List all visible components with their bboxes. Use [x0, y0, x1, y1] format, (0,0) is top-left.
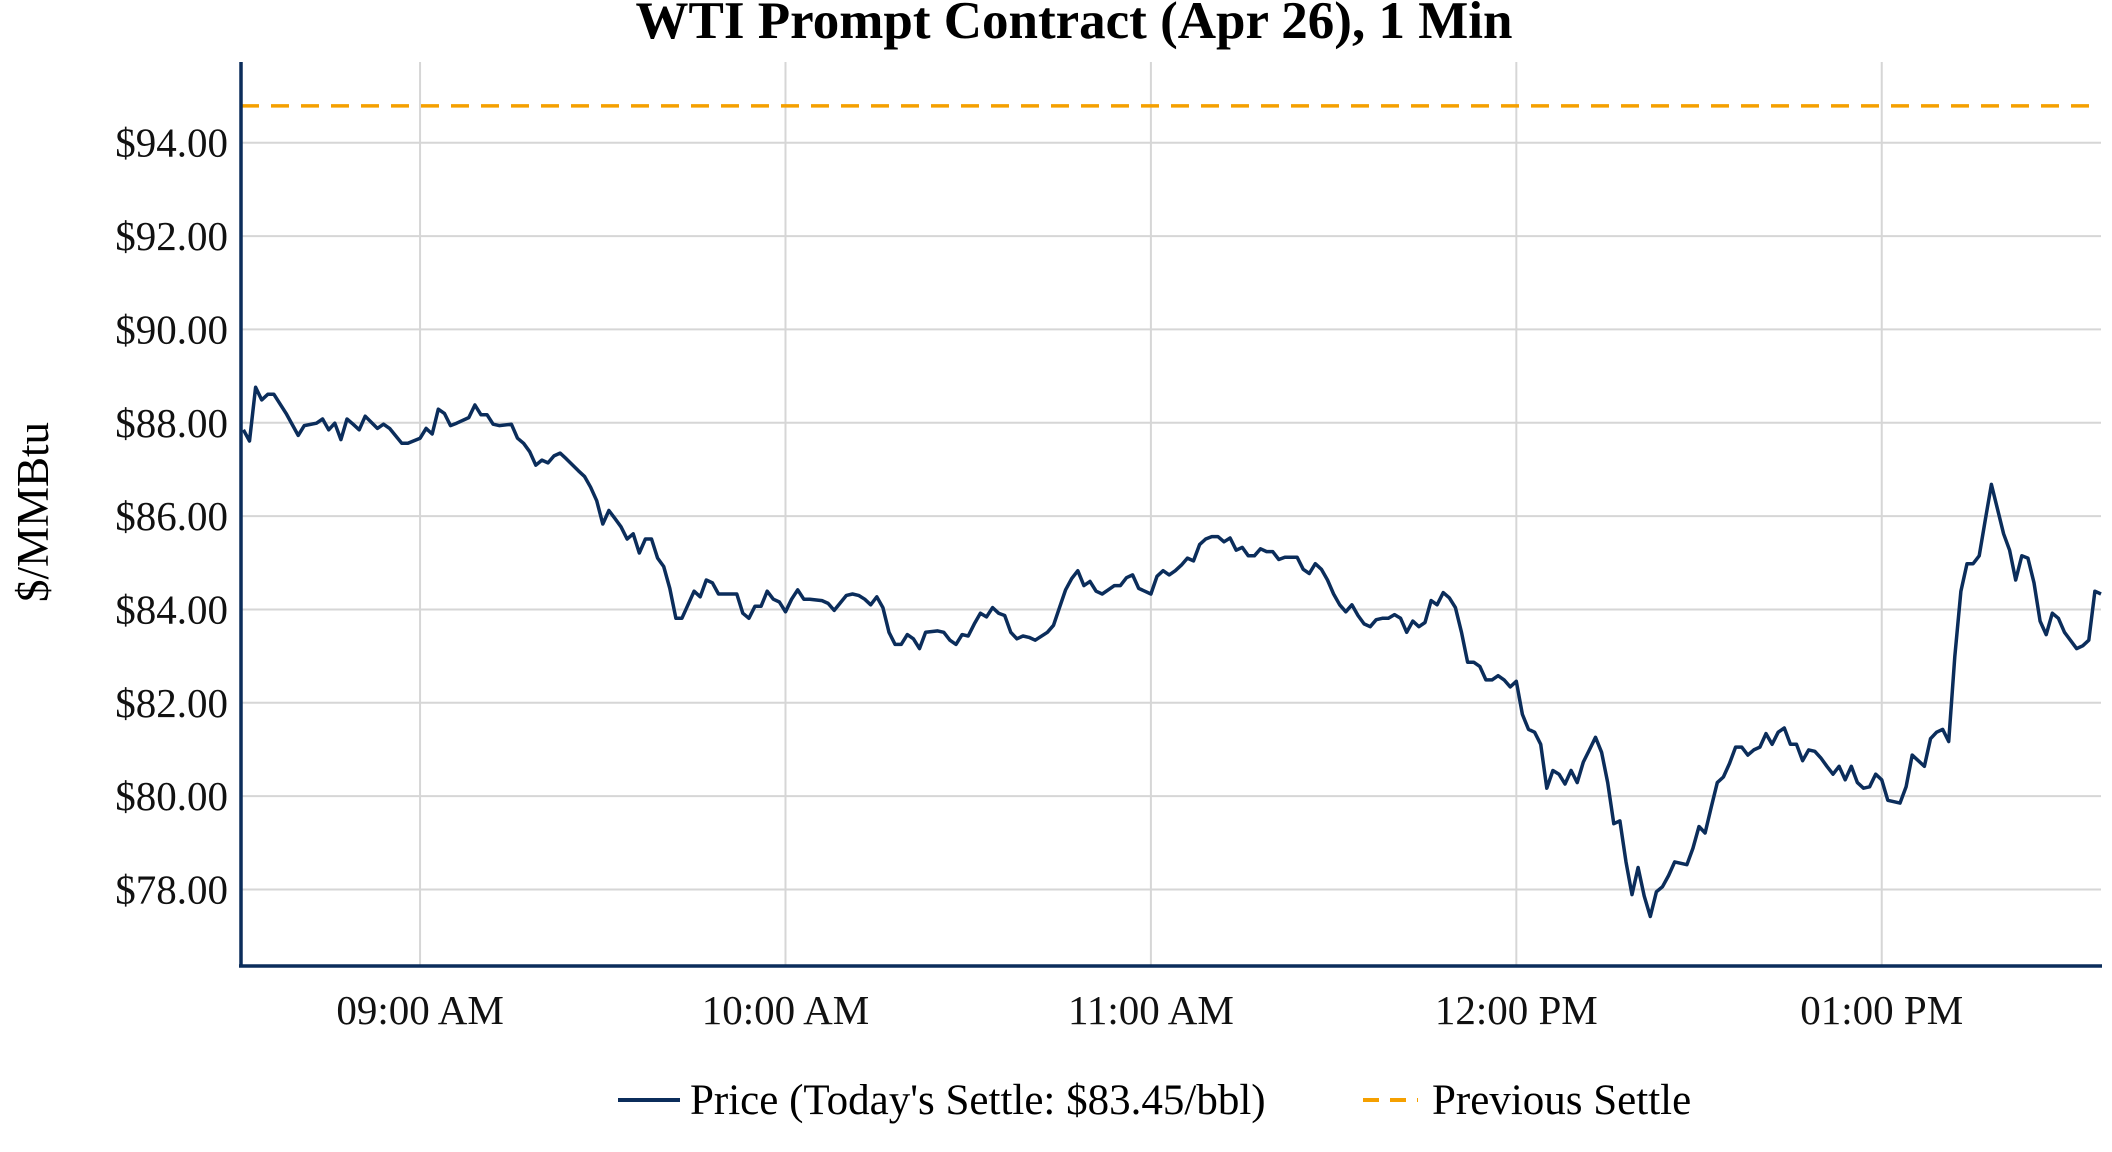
chart-title: WTI Prompt Contract (Apr 26), 1 Min [636, 0, 1513, 50]
y-tick-label: $80.00 [115, 773, 228, 819]
y-tick-label: $82.00 [115, 680, 228, 726]
legend-previous-settle-label: Previous Settle [1432, 1077, 1691, 1124]
y-tick-labels: $78.00 $80.00 $82.00 $84.00 $86.00 $88.00 $90.… [115, 120, 228, 913]
legend: Price (Today's Settle: $83.45/bbl) Previ… [618, 1077, 1691, 1124]
y-tick-label: $78.00 [115, 866, 228, 912]
x-tick-label: 10:00 AM [702, 987, 869, 1033]
x-tick-label: 11:00 AM [1068, 987, 1234, 1033]
gridlines [241, 62, 2101, 966]
price-series-line [241, 385, 2102, 919]
y-tick-label: $94.00 [115, 120, 228, 166]
y-tick-label: $84.00 [115, 586, 228, 632]
y-tick-label: $88.00 [115, 400, 228, 446]
x-tick-label: 01:00 PM [1800, 987, 1963, 1033]
y-axis-label: $/MMBtu [8, 422, 58, 602]
x-tick-label: 09:00 AM [336, 987, 503, 1033]
y-tick-label: $90.00 [115, 306, 228, 352]
y-tick-label: $92.00 [115, 213, 228, 259]
x-tick-labels: 09:00 AM 10:00 AM 11:00 AM 12:00 PM 01:00 PM [336, 987, 1963, 1033]
legend-price-label: Price (Today's Settle: $83.45/bbl) [690, 1077, 1266, 1124]
y-tick-label: $86.00 [115, 493, 228, 539]
x-tick-label: 12:00 PM [1435, 987, 1598, 1033]
